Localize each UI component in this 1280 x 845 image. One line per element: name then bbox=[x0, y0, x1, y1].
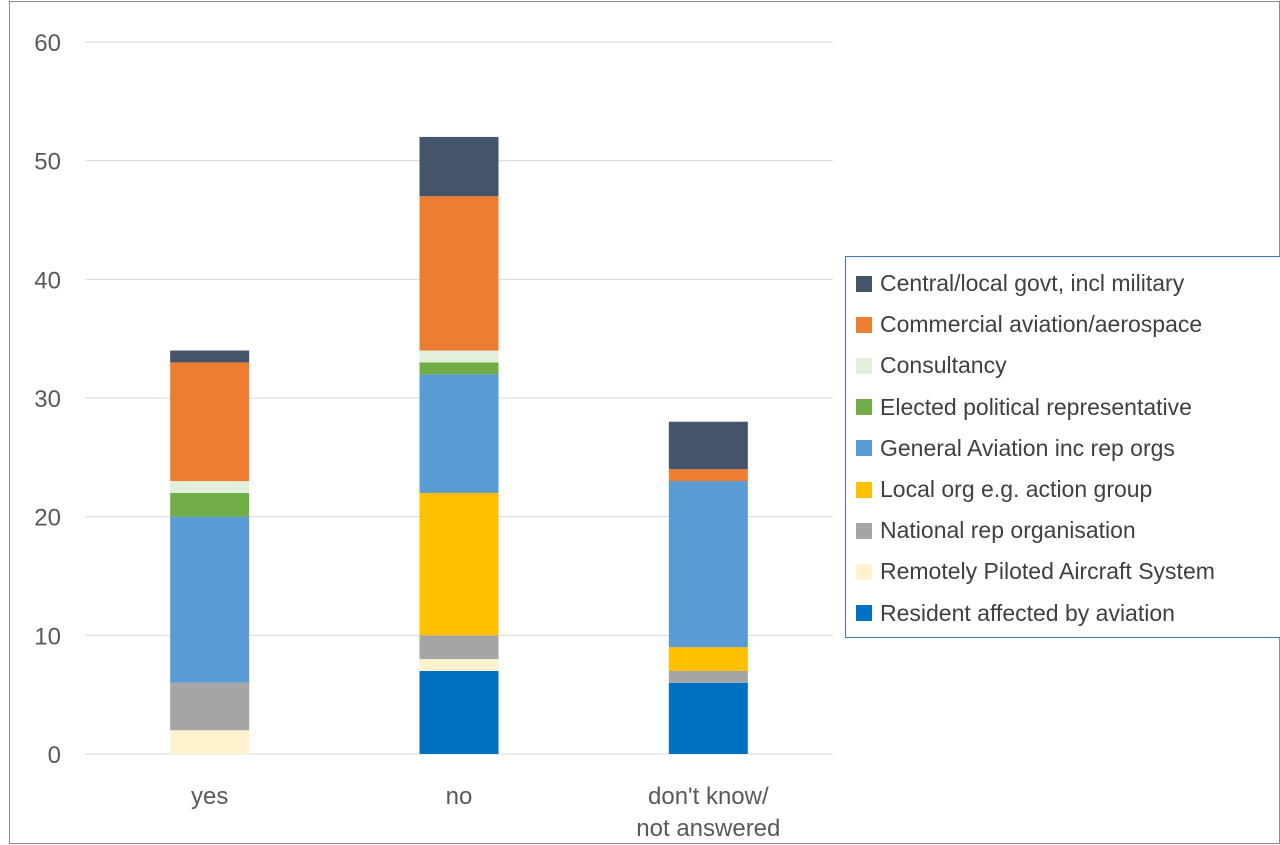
bar-segment bbox=[419, 492, 499, 636]
bar-segment bbox=[419, 136, 499, 197]
legend-label: General Aviation inc rep orgs bbox=[880, 434, 1175, 461]
bar-segment bbox=[419, 374, 499, 493]
x-tick-label: no bbox=[446, 783, 473, 810]
bar-segment bbox=[668, 670, 748, 683]
bar-segment bbox=[419, 659, 499, 671]
legend-item: General Aviation inc rep orgs bbox=[856, 428, 1280, 469]
bar-segment bbox=[419, 350, 499, 363]
legend-item: Resident affected by aviation bbox=[856, 593, 1280, 634]
legend-item: Central/local govt, incl military bbox=[856, 263, 1280, 304]
legend-item: Remotely Piloted Aircraft System bbox=[856, 551, 1280, 592]
legend-item: National rep organisation bbox=[856, 510, 1280, 551]
legend-item: Elected political representative bbox=[856, 387, 1280, 428]
legend-label: Resident affected by aviation bbox=[880, 599, 1175, 626]
bar-segment bbox=[170, 516, 250, 683]
bar-segment bbox=[668, 682, 748, 754]
bar-segment bbox=[419, 670, 499, 754]
legend-swatch bbox=[856, 605, 872, 622]
bar-segment bbox=[668, 647, 748, 671]
y-tick-label: 10 bbox=[34, 623, 61, 650]
legend-swatch bbox=[856, 563, 872, 580]
bar-segment bbox=[170, 730, 250, 754]
legend-swatch bbox=[856, 522, 872, 539]
y-tick-label: 40 bbox=[34, 267, 61, 294]
y-tick-label: 50 bbox=[34, 149, 61, 176]
y-tick-label: 20 bbox=[34, 505, 61, 532]
legend-swatch bbox=[856, 275, 872, 292]
legend-swatch bbox=[856, 357, 872, 374]
legend-item: Commercial aviation/aerospace bbox=[856, 304, 1280, 345]
legend-label: Central/local govt, incl military bbox=[880, 270, 1185, 297]
legend-label: Elected political representative bbox=[880, 393, 1192, 420]
bar-segment bbox=[419, 196, 499, 351]
legend-label: Commercial aviation/aerospace bbox=[880, 311, 1203, 338]
bar-segment bbox=[170, 481, 250, 493]
bar-segment bbox=[170, 350, 250, 363]
bar-segment bbox=[668, 481, 748, 648]
y-tick-label: 60 bbox=[34, 30, 61, 57]
y-tick-label: 30 bbox=[34, 386, 61, 413]
bar-segment bbox=[668, 469, 748, 482]
legend-swatch bbox=[856, 316, 872, 333]
legend-item: Consultancy bbox=[856, 345, 1280, 386]
bar-segment bbox=[668, 421, 748, 470]
legend-swatch bbox=[856, 399, 872, 416]
y-tick-label: 0 bbox=[48, 742, 61, 769]
x-tick-label: yes bbox=[191, 783, 228, 810]
legend-label: Consultancy bbox=[880, 352, 1007, 379]
bar-segment bbox=[170, 682, 250, 731]
x-tick-label: not answered bbox=[636, 815, 780, 842]
chart-frame: 0 10 20 30 40 50 60 yes no don't know/not answere… bbox=[9, 1, 1280, 844]
legend-swatch bbox=[856, 440, 872, 457]
bar-segment bbox=[419, 635, 499, 660]
legend-label: National rep organisation bbox=[880, 517, 1136, 544]
bar-segment bbox=[170, 362, 250, 482]
legend-item: Local org e.g. action group bbox=[856, 469, 1280, 510]
chart-legend: Central/local govt, incl military Commer… bbox=[845, 256, 1280, 638]
bar-segment bbox=[419, 362, 499, 375]
legend-label: Local org e.g. action group bbox=[880, 476, 1153, 503]
stacked-bar-chart: 0 10 20 30 40 50 60 yes no don't know/not answere… bbox=[34, 30, 833, 842]
legend-swatch bbox=[856, 481, 872, 498]
bar-segment bbox=[170, 492, 250, 517]
x-tick-label: don't know/ bbox=[648, 783, 769, 810]
legend-label: Remotely Piloted Aircraft System bbox=[880, 558, 1215, 585]
